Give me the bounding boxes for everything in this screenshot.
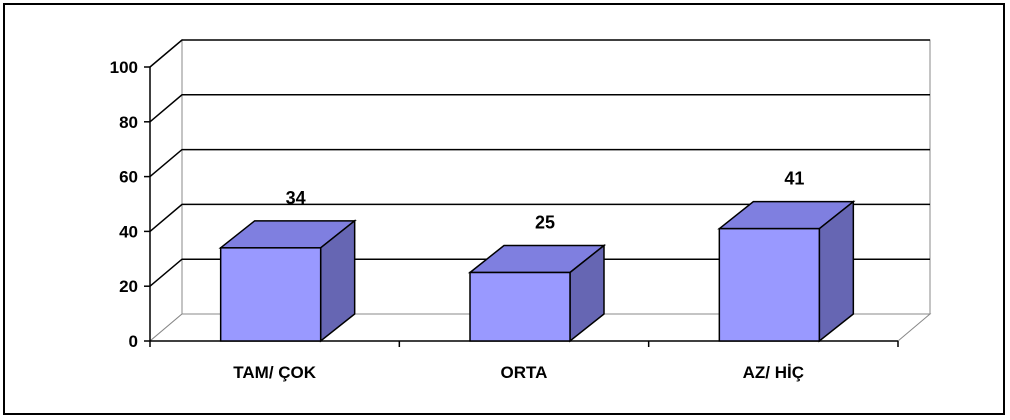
side-wall (149, 38, 183, 343)
gridline (149, 94, 930, 123)
data-label: 25 (535, 213, 555, 233)
y-tick-label: 0 (129, 332, 138, 351)
bar-chart: 0 20 40 60 80 100 34 TAM/ ÇOK 25 ORTA 41 AZ/ HİÇ (110, 38, 932, 382)
y-tick-label: 80 (119, 113, 138, 132)
category-label: AZ/ HİÇ (743, 363, 804, 382)
gridline (149, 203, 930, 232)
category-label: TAM/ ÇOK (233, 363, 317, 382)
y-tick-label: 100 (110, 58, 138, 77)
labels: 34 TAM/ ÇOK 25 ORTA 41 AZ/ HİÇ (233, 169, 804, 382)
data-label: 34 (286, 188, 306, 208)
chart-frame: 0 20 40 60 80 100 34 TAM/ ÇOK 25 ORTA 41 AZ/ HİÇ (3, 3, 1005, 415)
gridline (149, 258, 930, 287)
y-tick-label: 60 (119, 168, 138, 187)
bar (718, 227, 821, 342)
gridlines (149, 39, 930, 287)
bar (219, 247, 322, 342)
y-tick-label: 40 (119, 222, 138, 241)
y-tick-label: 20 (119, 277, 138, 296)
gridline (149, 148, 930, 178)
category-label: ORTA (501, 363, 548, 382)
bars (218, 200, 856, 343)
gridline (149, 39, 930, 68)
data-label: 41 (784, 169, 804, 189)
bar (469, 271, 571, 342)
